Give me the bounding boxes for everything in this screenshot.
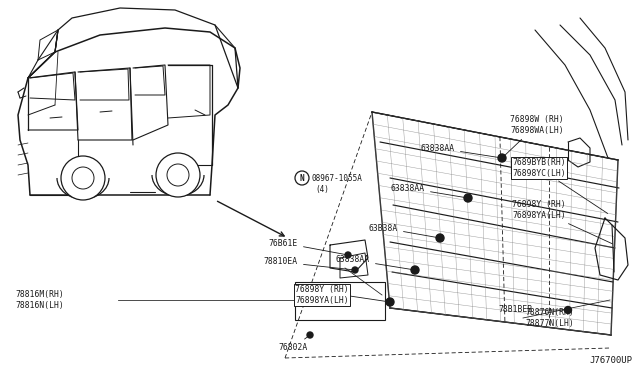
Text: 63838AA: 63838AA <box>306 288 387 302</box>
Circle shape <box>352 267 358 273</box>
Circle shape <box>436 234 444 242</box>
Text: 63838AA: 63838AA <box>391 183 465 198</box>
Text: 78810EA: 78810EA <box>264 257 352 270</box>
Text: (4): (4) <box>315 185 329 193</box>
Text: 7689BYB(RH)
76898YC(LH): 7689BYB(RH) 76898YC(LH) <box>512 158 607 214</box>
Text: 78B1BEB: 78B1BEB <box>498 305 565 314</box>
Circle shape <box>72 167 94 189</box>
Text: 76898Y (RH)
76898YA(LH): 76898Y (RH) 76898YA(LH) <box>512 200 612 244</box>
Circle shape <box>411 266 419 274</box>
Text: J76700UP: J76700UP <box>589 356 632 365</box>
Text: 78816M(RH)
78816N(LH): 78816M(RH) 78816N(LH) <box>15 290 64 310</box>
Circle shape <box>156 153 200 197</box>
Circle shape <box>61 156 105 200</box>
Text: 63838AA: 63838AA <box>336 256 412 270</box>
Circle shape <box>345 252 351 258</box>
Text: 76B61E: 76B61E <box>269 238 345 254</box>
Text: 76802A: 76802A <box>278 337 308 353</box>
Circle shape <box>464 194 472 202</box>
Text: N: N <box>300 173 304 183</box>
Circle shape <box>307 332 313 338</box>
Circle shape <box>167 164 189 186</box>
Text: 78876N(RH)
78877N(LH): 78876N(RH) 78877N(LH) <box>525 308 573 328</box>
Text: 63838AA: 63838AA <box>421 144 499 158</box>
Circle shape <box>564 307 572 314</box>
Circle shape <box>295 171 309 185</box>
Text: 63B38A: 63B38A <box>369 224 437 237</box>
Text: 76898Y (RH)
76898YA(LH): 76898Y (RH) 76898YA(LH) <box>295 285 349 305</box>
Circle shape <box>498 154 506 162</box>
Text: 76898W (RH)
76898WA(LH): 76898W (RH) 76898WA(LH) <box>504 115 564 156</box>
Text: 08967-1055A: 08967-1055A <box>312 173 363 183</box>
Circle shape <box>386 298 394 306</box>
